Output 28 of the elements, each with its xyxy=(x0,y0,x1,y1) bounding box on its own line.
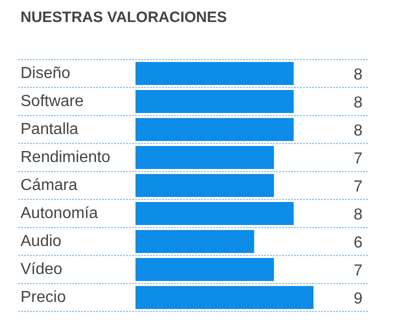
data-label: 7 xyxy=(354,178,363,196)
y-tick-label: Software xyxy=(20,93,84,110)
data-label: 6 xyxy=(354,234,363,252)
bar xyxy=(136,286,314,309)
data-label: 8 xyxy=(354,206,363,224)
chart-title: NUESTRAS VALORACIONES xyxy=(20,9,227,26)
y-tick-label: Vídeo xyxy=(20,261,62,278)
bar xyxy=(136,230,254,253)
y-tick-label: Audio xyxy=(20,233,62,250)
data-label: 7 xyxy=(354,150,363,168)
bar xyxy=(136,90,294,113)
y-tick-label: Autonomía xyxy=(20,205,98,222)
bar xyxy=(136,258,274,281)
data-label: 8 xyxy=(354,122,363,140)
bar xyxy=(136,174,274,197)
y-tick-label: Cámara xyxy=(20,177,78,194)
data-label: 8 xyxy=(354,66,363,84)
data-label: 7 xyxy=(354,262,363,280)
bar xyxy=(136,202,294,225)
data-label: 9 xyxy=(354,290,363,308)
y-tick-label: Pantalla xyxy=(20,121,78,138)
bar xyxy=(136,146,274,169)
y-tick-label: Diseño xyxy=(20,65,70,82)
data-label: 8 xyxy=(354,94,363,112)
y-tick-label: Precio xyxy=(20,289,66,306)
y-tick-label: Rendimiento xyxy=(20,149,110,166)
bar xyxy=(136,62,294,85)
bar xyxy=(136,118,294,141)
